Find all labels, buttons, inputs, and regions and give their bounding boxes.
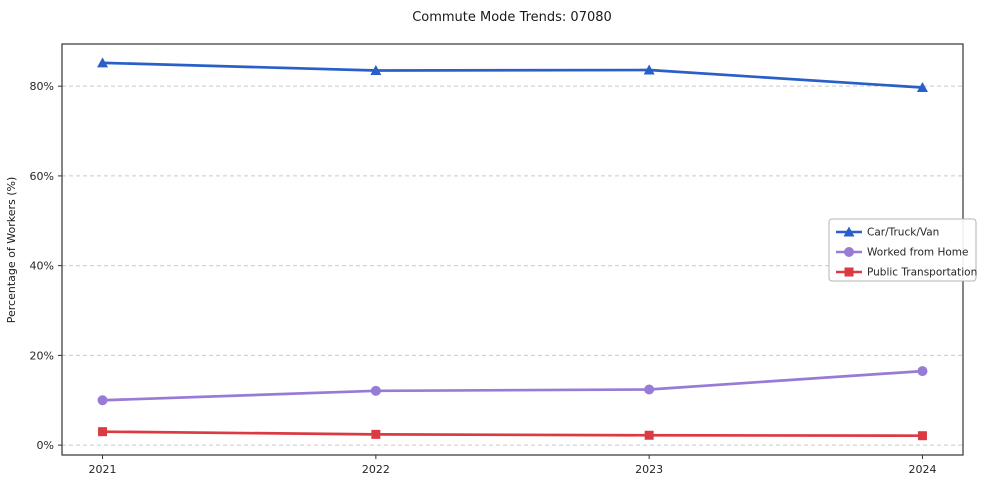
legend-box — [828, 218, 977, 282]
marker-public-transportation — [98, 427, 108, 437]
marker-car-truck-van — [370, 64, 382, 75]
marker-worked-from-home — [97, 395, 108, 406]
marker-worked-from-home — [370, 385, 381, 396]
plot-border — [61, 43, 964, 456]
series-line-public-transportation — [101, 430, 924, 438]
chart-title: Commute Mode Trends: 07080 — [412, 10, 612, 25]
y-axis-label: Percentage of Workers (%) — [5, 177, 18, 324]
marker-car-truck-van — [643, 64, 655, 75]
x-tick-label: 2021 — [89, 463, 117, 476]
legend-item-label: Worked from Home — [867, 247, 968, 259]
marker-public-transportation — [371, 429, 381, 439]
x-tick-label: 2022 — [362, 463, 390, 476]
marker-worked-from-home — [844, 247, 854, 257]
marker-car-truck-van — [843, 226, 855, 237]
marker-worked-from-home — [644, 384, 655, 395]
gridlines — [62, 85, 963, 446]
series-lines — [97, 57, 928, 441]
axes: 0% 20% 40% 60% 80% 2021 2022 2023 2024 — [30, 43, 964, 476]
legend-item-car-truck-van: Car/Truck/Van — [836, 226, 939, 239]
x-tick-label: 2023 — [635, 463, 663, 476]
marker-car-truck-van — [97, 57, 109, 68]
marker-public-transportation — [644, 430, 654, 440]
series-line-worked-from-home — [101, 369, 924, 402]
legend-item-label: Car/Truck/Van — [867, 227, 939, 239]
y-tick-label: 60% — [30, 170, 54, 183]
y-tick-label: 0% — [37, 439, 54, 452]
y-tick-label: 40% — [30, 260, 54, 273]
y-tick-label: 80% — [30, 80, 54, 93]
marker-car-truck-van — [916, 82, 928, 93]
legend-item-worked-from-home: Worked from Home — [836, 247, 968, 259]
marker-public-transportation — [917, 431, 927, 441]
marker-public-transportation — [844, 267, 854, 277]
legend-item-label: Public Transportation — [867, 267, 977, 279]
y-tick-label: 20% — [30, 349, 54, 362]
legend: Car/Truck/Van Worked from Home Public Tran… — [828, 218, 977, 282]
x-tick-label: 2024 — [908, 463, 936, 476]
series-line-car-truck-van — [101, 61, 924, 89]
legend-item-public-transportation: Public Transportation — [836, 267, 977, 279]
marker-worked-from-home — [917, 366, 928, 377]
